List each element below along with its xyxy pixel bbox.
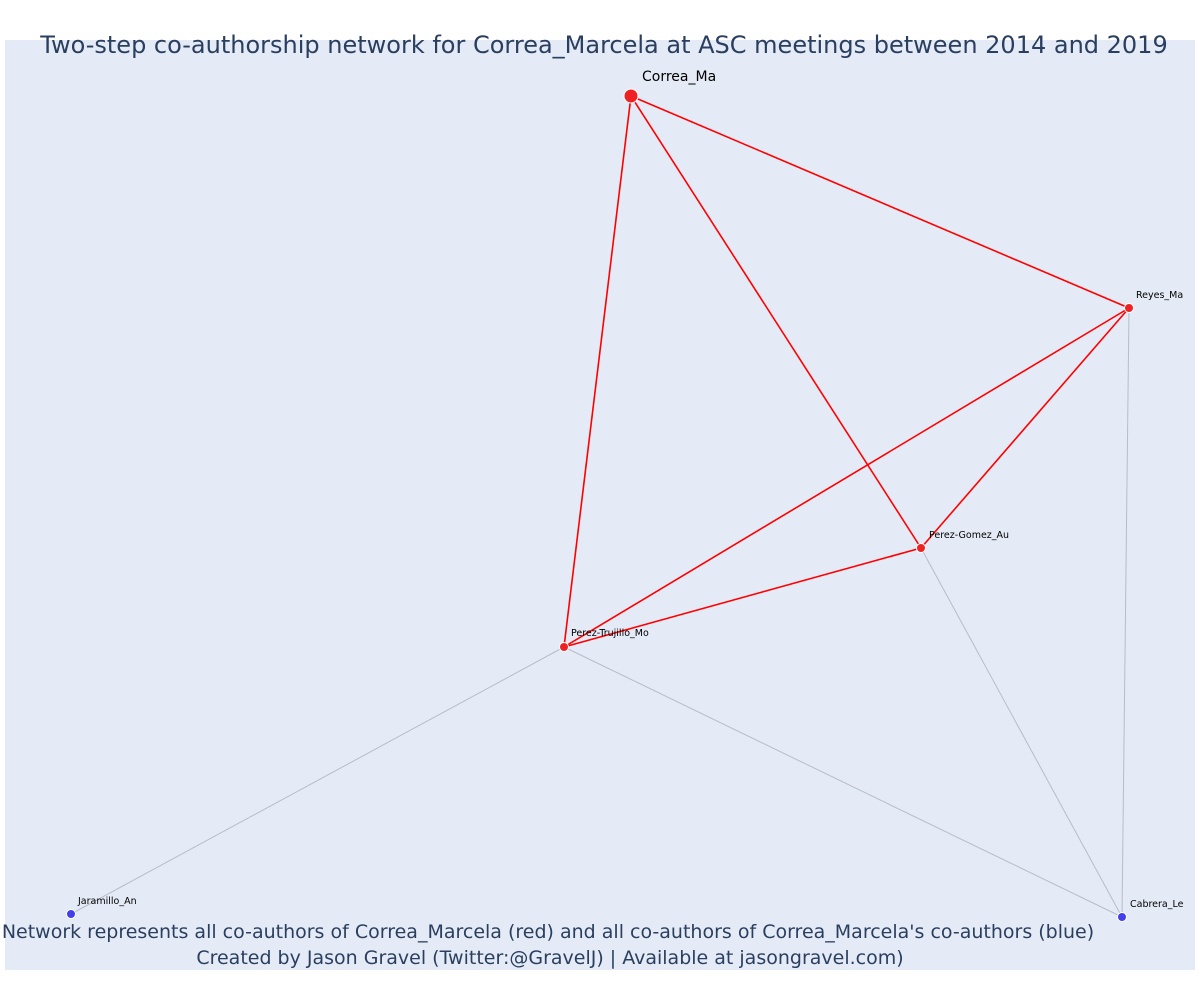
- node-Reyes_Ma[interactable]: [1124, 303, 1134, 313]
- edge-Reyes_Ma-Cabrera_Le: [1121, 307, 1130, 918]
- plot-background: [5, 40, 1195, 970]
- edge-Correa_Ma-Perez-Gomez_Au: [630, 95, 922, 549]
- edge-Perez-Trujillo_Mo-Cabrera_Le: [563, 646, 1123, 918]
- footer-credit: Created by Jason Gravel (Twitter:@Gravel…: [196, 947, 903, 969]
- edge-Correa_Ma-Reyes_Ma: [630, 95, 1130, 309]
- footer-legend-note: Network represents all co-authors of Cor…: [2, 921, 1094, 943]
- labels-layer: Correa_Ma Reyes_Ma Perez-Gomez_Au Perez-Tru…: [77, 69, 1184, 910]
- node-Correa_Ma[interactable]: [623, 88, 639, 104]
- node-Perez-Trujillo_Mo[interactable]: [559, 642, 569, 652]
- node-Jaramillo_An[interactable]: [66, 909, 76, 919]
- node-Cabrera_Le[interactable]: [1117, 912, 1127, 922]
- edge-Perez-Gomez_Au-Cabrera_Le: [920, 547, 1123, 918]
- node-Perez-Gomez_Au[interactable]: [916, 543, 926, 553]
- edge-Reyes_Ma-Perez-Trujillo_Mo: [563, 307, 1130, 648]
- edge-Perez-Gomez_Au-Perez-Trujillo_Mo: [563, 547, 922, 648]
- node-label-Jaramillo_An: Jaramillo_An: [77, 896, 137, 907]
- nodes-layer: [66, 88, 1134, 922]
- edges-layer: [70, 95, 1130, 918]
- node-label-Perez-Trujillo_Mo: Perez-Trujillo_Mo: [571, 628, 649, 639]
- edge-Correa_Ma-Perez-Trujillo_Mo: [563, 95, 632, 648]
- node-label-Perez-Gomez_Au: Perez-Gomez_Au: [929, 530, 1009, 541]
- node-label-Correa_Ma: Correa_Ma: [642, 69, 716, 85]
- node-label-Reyes_Ma: Reyes_Ma: [1136, 290, 1183, 301]
- edge-Reyes_Ma-Perez-Gomez_Au: [920, 307, 1130, 549]
- node-label-Cabrera_Le: Cabrera_Le: [1130, 899, 1184, 910]
- edge-Perez-Trujillo_Mo-Jaramillo_An: [70, 646, 565, 915]
- chart-title: Two-step co-authorship network for Corre…: [39, 31, 1167, 59]
